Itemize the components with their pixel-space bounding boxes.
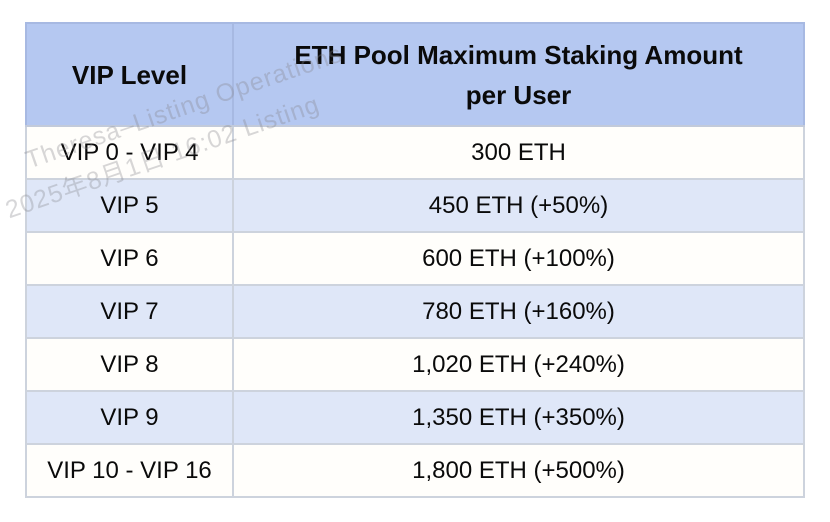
vip-level-cell: VIP 8: [25, 337, 234, 392]
table-row: VIP 9 1,350 ETH (+350%): [25, 390, 805, 445]
staking-amount-cell: 1,350 ETH (+350%): [232, 390, 805, 445]
table-row: VIP 10 - VIP 16 1,800 ETH (+500%): [25, 443, 805, 498]
vip-level-cell: VIP 0 - VIP 4: [25, 125, 234, 180]
vip-level-cell: VIP 5: [25, 178, 234, 233]
staking-amount-cell: 450 ETH (+50%): [232, 178, 805, 233]
vip-level-cell: VIP 9: [25, 390, 234, 445]
staking-amount-cell: 300 ETH: [232, 125, 805, 180]
staking-amount-cell: 600 ETH (+100%): [232, 231, 805, 286]
table-row: VIP 6 600 ETH (+100%): [25, 231, 805, 286]
table-header-row: VIP Level ETH Pool Maximum Staking Amoun…: [25, 22, 805, 127]
staking-amount-cell: 1,020 ETH (+240%): [232, 337, 805, 392]
vip-level-cell: VIP 6: [25, 231, 234, 286]
staking-amount-cell: 780 ETH (+160%): [232, 284, 805, 339]
table-row: VIP 0 - VIP 4 300 ETH: [25, 125, 805, 180]
staking-amount-cell: 1,800 ETH (+500%): [232, 443, 805, 498]
column-header-staking-amount: ETH Pool Maximum Staking Amount per User: [232, 22, 805, 127]
table-row: VIP 8 1,020 ETH (+240%): [25, 337, 805, 392]
vip-level-cell: VIP 7: [25, 284, 234, 339]
column-header-vip-level: VIP Level: [25, 22, 234, 127]
table-row: VIP 7 780 ETH (+160%): [25, 284, 805, 339]
vip-staking-table: VIP Level ETH Pool Maximum Staking Amoun…: [25, 22, 805, 498]
table-row: VIP 5 450 ETH (+50%): [25, 178, 805, 233]
vip-level-cell: VIP 10 - VIP 16: [25, 443, 234, 498]
